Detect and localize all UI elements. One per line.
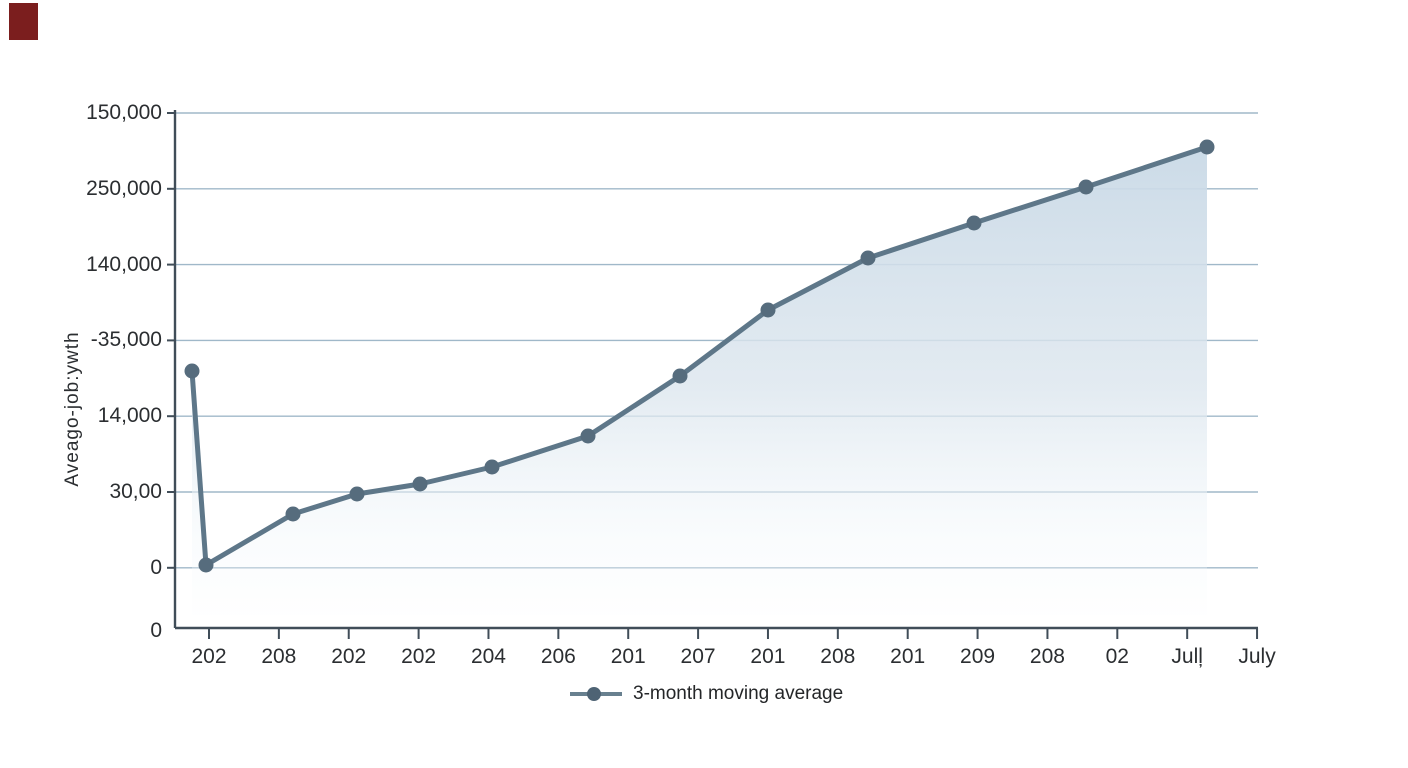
x-tick-label: 201 [750, 645, 786, 668]
x-tick-label: 208 [261, 645, 297, 668]
y-tick-label: 250,000 [86, 176, 162, 200]
area-fill [192, 147, 1207, 615]
data-point [966, 215, 982, 231]
x-tick-label: 202 [331, 645, 367, 668]
x-tick-label: 204 [470, 645, 506, 668]
data-point [285, 506, 301, 522]
x-tick-label: 208 [1029, 645, 1065, 668]
x-tick-label: July [1238, 645, 1276, 668]
y-tick-label: -35,000 [90, 328, 162, 352]
x-tick-label: 201 [610, 645, 646, 668]
legend: 3-month moving average [568, 680, 843, 708]
y-tick-label: 14,000 [97, 404, 162, 428]
x-tick-label: 209 [960, 645, 996, 668]
data-point [349, 486, 365, 502]
legend-line-marker-icon [570, 687, 622, 701]
y-tick-label: 140,000 [86, 252, 162, 276]
data-point [184, 363, 200, 379]
x-tick-label: 207 [680, 645, 716, 668]
data-point [412, 476, 428, 492]
data-point [860, 250, 876, 266]
y-tick-label: 0 [150, 619, 162, 642]
x-tick-label: 201 [890, 645, 926, 668]
data-point [484, 459, 500, 475]
data-point [1078, 179, 1094, 195]
red-square-marker [9, 3, 38, 40]
x-tick-label: 208 [820, 645, 856, 668]
x-tick-label: 202 [401, 645, 437, 668]
y-tick-label: 150,000 [86, 101, 162, 124]
y-tick-label: 30,00 [109, 480, 162, 503]
x-tick-label: Julļ [1171, 645, 1203, 668]
data-point [198, 557, 214, 573]
x-tick-label: 206 [540, 645, 576, 668]
data-point [760, 302, 776, 318]
data-point [580, 428, 596, 444]
x-tick-label: 202 [191, 645, 227, 668]
data-point [672, 368, 688, 384]
data-point [1199, 139, 1215, 155]
y-tick-label: 0 [150, 555, 162, 579]
x-tick-label: 02 [1105, 645, 1129, 668]
legend-label: 3-month moving average [633, 683, 844, 704]
